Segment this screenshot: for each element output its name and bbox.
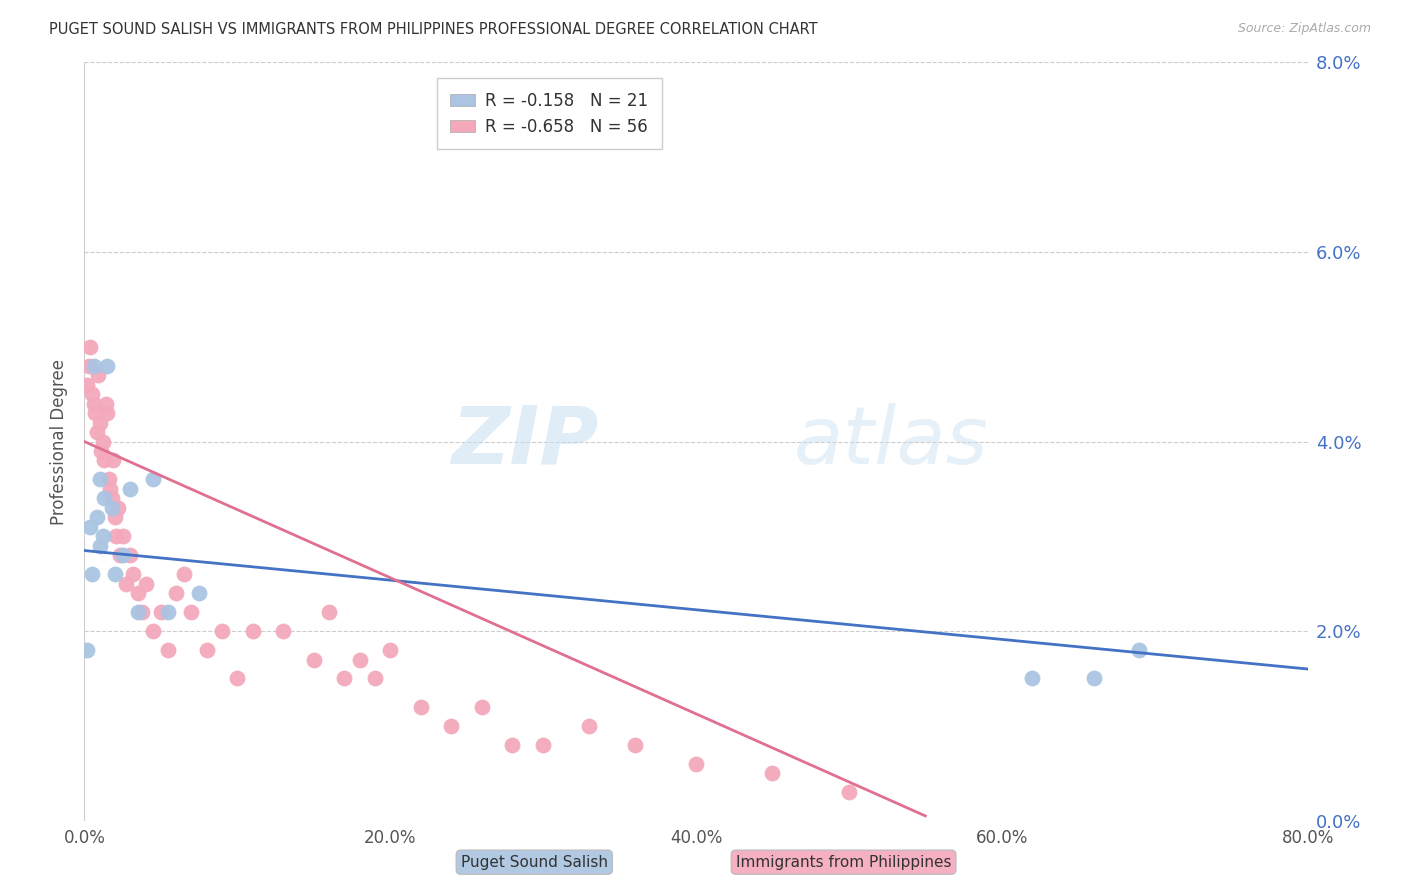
Point xyxy=(114,576,136,591)
Point xyxy=(105,529,128,543)
Y-axis label: Professional Degree: Professional Degree xyxy=(51,359,69,524)
Point xyxy=(364,672,387,686)
Point xyxy=(108,548,131,563)
Point xyxy=(122,567,145,582)
Point xyxy=(91,434,114,449)
Text: PUGET SOUND SALISH VS IMMIGRANTS FROM PHILIPPINES PROFESSIONAL DEGREE CORRELATIO: PUGET SOUND SALISH VS IMMIGRANTS FROM PH… xyxy=(49,22,818,37)
Point xyxy=(440,719,463,733)
Point xyxy=(83,396,105,410)
Point xyxy=(90,444,112,458)
Point xyxy=(104,567,127,582)
Point xyxy=(188,586,211,600)
Text: atlas: atlas xyxy=(794,402,988,481)
Point xyxy=(135,576,157,591)
Point xyxy=(89,416,111,430)
Point xyxy=(80,567,103,582)
Point xyxy=(165,586,187,600)
Point xyxy=(226,672,249,686)
Text: ZIP: ZIP xyxy=(451,402,598,481)
Point xyxy=(89,539,111,553)
Point xyxy=(98,482,121,496)
Point xyxy=(93,453,115,467)
Point xyxy=(333,672,356,686)
Point xyxy=(104,510,127,524)
Legend: R = -0.158   N = 21, R = -0.658   N = 56: R = -0.158 N = 21, R = -0.658 N = 56 xyxy=(437,78,662,149)
Point xyxy=(127,586,149,600)
Point xyxy=(83,359,105,373)
Point xyxy=(157,643,180,657)
Point xyxy=(349,652,371,666)
Point xyxy=(149,605,172,619)
Point xyxy=(111,548,134,563)
Point xyxy=(97,473,120,487)
Point xyxy=(120,482,142,496)
Point xyxy=(380,643,402,657)
Point xyxy=(1128,643,1150,657)
Point xyxy=(86,510,108,524)
Point xyxy=(84,406,107,420)
Point xyxy=(685,756,707,771)
Point xyxy=(94,396,117,410)
Point xyxy=(318,605,340,619)
Point xyxy=(578,719,600,733)
Point xyxy=(76,377,98,392)
Point xyxy=(1083,672,1105,686)
Point xyxy=(173,567,195,582)
Point xyxy=(127,605,149,619)
Point xyxy=(101,500,124,515)
Text: Puget Sound Salish: Puget Sound Salish xyxy=(461,855,607,870)
Point xyxy=(86,425,108,439)
Point xyxy=(271,624,294,639)
Point xyxy=(302,652,325,666)
Point xyxy=(180,605,202,619)
Point xyxy=(87,368,110,383)
Point xyxy=(409,699,432,714)
Point xyxy=(195,643,218,657)
Point xyxy=(80,387,103,401)
Point xyxy=(96,406,118,420)
Point xyxy=(91,529,114,543)
Point xyxy=(838,785,860,799)
Text: Immigrants from Philippines: Immigrants from Philippines xyxy=(735,855,952,870)
Point xyxy=(79,520,101,534)
Point xyxy=(111,529,134,543)
Point xyxy=(76,643,98,657)
Point xyxy=(120,548,142,563)
Point xyxy=(211,624,233,639)
Point xyxy=(624,738,647,752)
Point xyxy=(531,738,554,752)
Point xyxy=(77,359,100,373)
Point xyxy=(107,500,129,515)
Point xyxy=(142,624,165,639)
Point xyxy=(142,473,165,487)
Point xyxy=(471,699,494,714)
Point xyxy=(502,738,524,752)
Point xyxy=(242,624,264,639)
Point xyxy=(93,491,115,506)
Text: Source: ZipAtlas.com: Source: ZipAtlas.com xyxy=(1237,22,1371,36)
Point xyxy=(103,453,125,467)
Point xyxy=(1021,672,1043,686)
Point xyxy=(79,340,101,354)
Point xyxy=(101,491,124,506)
Point xyxy=(157,605,180,619)
Point xyxy=(761,766,783,780)
Point xyxy=(96,359,118,373)
Point xyxy=(89,473,111,487)
Point xyxy=(131,605,153,619)
